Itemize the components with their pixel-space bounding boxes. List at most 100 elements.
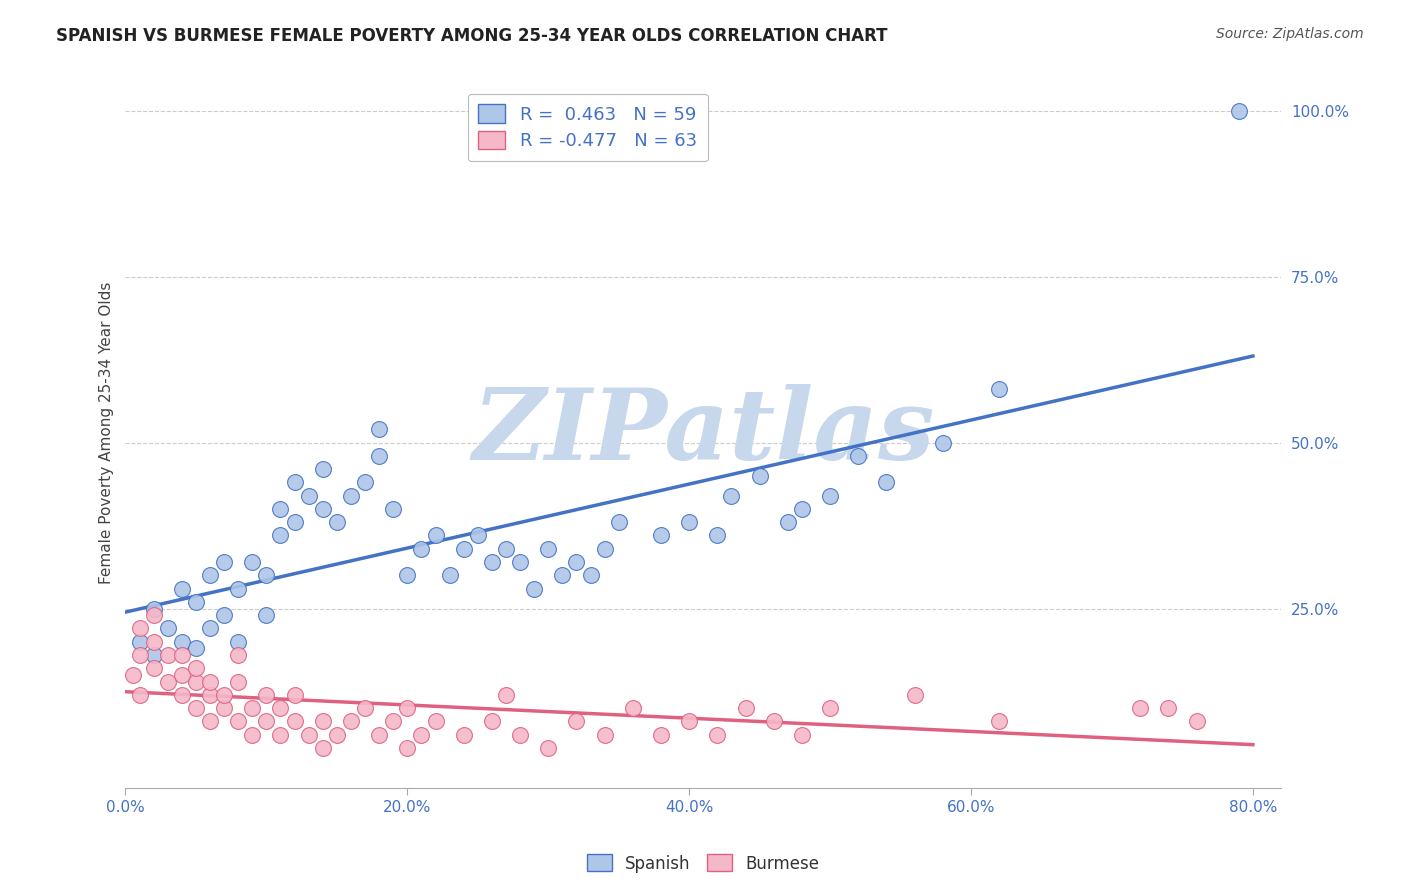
Point <box>312 462 335 476</box>
Point <box>269 502 291 516</box>
Point <box>368 728 391 742</box>
Point <box>240 555 263 569</box>
Point <box>565 714 588 729</box>
Point <box>170 688 193 702</box>
Point <box>720 489 742 503</box>
Point <box>425 714 447 729</box>
Point <box>818 489 841 503</box>
Point <box>1227 103 1250 118</box>
Point <box>650 728 672 742</box>
Point <box>453 728 475 742</box>
Point <box>254 568 277 582</box>
Point <box>254 608 277 623</box>
Point <box>495 541 517 556</box>
Point <box>593 728 616 742</box>
Point <box>1157 701 1180 715</box>
Point <box>170 634 193 648</box>
Point <box>298 489 321 503</box>
Point <box>156 674 179 689</box>
Point <box>876 475 898 490</box>
Point <box>537 740 560 755</box>
Point <box>170 668 193 682</box>
Point <box>128 622 150 636</box>
Point <box>932 435 955 450</box>
Point <box>537 541 560 556</box>
Point <box>212 688 235 702</box>
Point <box>128 688 150 702</box>
Point <box>198 568 221 582</box>
Text: SPANISH VS BURMESE FEMALE POVERTY AMONG 25-34 YEAR OLDS CORRELATION CHART: SPANISH VS BURMESE FEMALE POVERTY AMONG … <box>56 27 887 45</box>
Point <box>551 568 574 582</box>
Point <box>818 701 841 715</box>
Point <box>284 515 307 529</box>
Point <box>269 701 291 715</box>
Point <box>467 528 489 542</box>
Point <box>254 714 277 729</box>
Point <box>425 528 447 542</box>
Point <box>254 688 277 702</box>
Point <box>170 582 193 596</box>
Point <box>269 528 291 542</box>
Point <box>368 422 391 436</box>
Point <box>368 449 391 463</box>
Point <box>988 714 1011 729</box>
Point <box>184 641 207 656</box>
Point <box>396 701 419 715</box>
Point <box>1129 701 1152 715</box>
Point <box>650 528 672 542</box>
Point <box>396 568 419 582</box>
Point <box>790 728 813 742</box>
Point <box>312 740 335 755</box>
Point <box>523 582 546 596</box>
Point <box>284 475 307 490</box>
Point <box>142 648 165 662</box>
Point <box>706 528 728 542</box>
Point <box>340 489 363 503</box>
Point <box>142 608 165 623</box>
Point <box>340 714 363 729</box>
Point <box>142 661 165 675</box>
Point <box>748 468 770 483</box>
Point <box>284 714 307 729</box>
Point <box>298 728 321 742</box>
Point <box>621 701 644 715</box>
Legend: Spanish, Burmese: Spanish, Burmese <box>579 847 827 880</box>
Point <box>776 515 799 529</box>
Point <box>326 728 349 742</box>
Point <box>312 502 335 516</box>
Point <box>226 582 249 596</box>
Point <box>904 688 927 702</box>
Point <box>678 714 700 729</box>
Point <box>269 728 291 742</box>
Point <box>142 634 165 648</box>
Point <box>762 714 785 729</box>
Point <box>198 674 221 689</box>
Point <box>198 622 221 636</box>
Point <box>226 674 249 689</box>
Point <box>212 608 235 623</box>
Text: Source: ZipAtlas.com: Source: ZipAtlas.com <box>1216 27 1364 41</box>
Point <box>481 555 503 569</box>
Point <box>1185 714 1208 729</box>
Point <box>509 555 531 569</box>
Y-axis label: Female Poverty Among 25-34 Year Olds: Female Poverty Among 25-34 Year Olds <box>100 281 114 583</box>
Point <box>312 714 335 729</box>
Point <box>128 648 150 662</box>
Point <box>411 728 433 742</box>
Point <box>495 688 517 702</box>
Point <box>121 668 143 682</box>
Point <box>396 740 419 755</box>
Point <box>382 502 405 516</box>
Point <box>846 449 869 463</box>
Point <box>240 728 263 742</box>
Point <box>170 648 193 662</box>
Point <box>988 383 1011 397</box>
Point <box>382 714 405 729</box>
Point <box>198 688 221 702</box>
Point <box>678 515 700 529</box>
Point <box>439 568 461 582</box>
Point <box>184 701 207 715</box>
Point <box>453 541 475 556</box>
Point <box>184 674 207 689</box>
Point <box>184 661 207 675</box>
